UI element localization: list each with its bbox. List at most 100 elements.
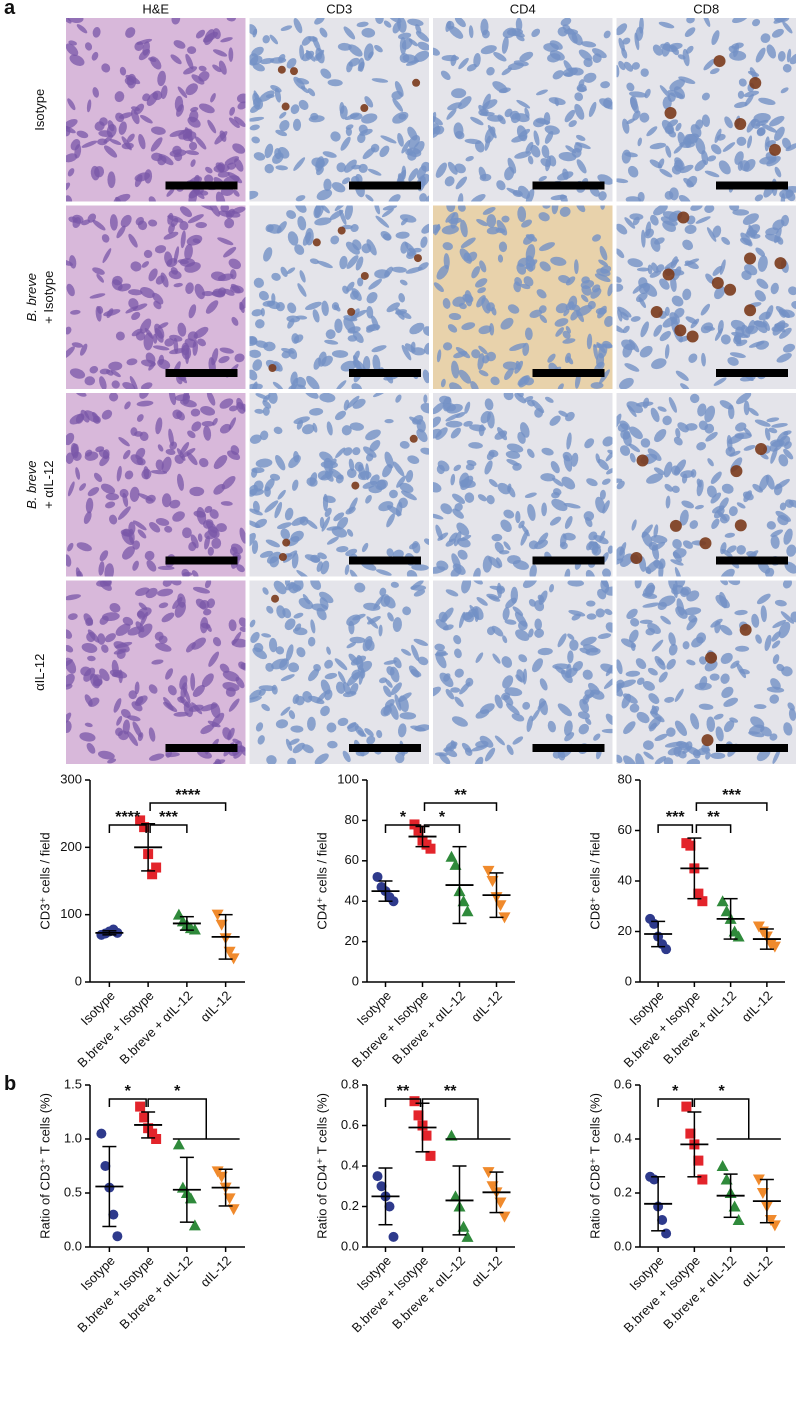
nucleus	[106, 369, 114, 376]
nucleus	[620, 429, 631, 440]
nucleus	[165, 448, 176, 455]
nucleus	[398, 32, 412, 40]
data-point	[756, 1188, 769, 1199]
nucleus	[671, 164, 682, 175]
nucleus	[531, 708, 541, 722]
nucleus	[288, 455, 301, 469]
nucleus	[161, 612, 175, 623]
nucleus	[681, 500, 694, 509]
nucleus	[335, 474, 344, 484]
nucleus	[713, 377, 727, 386]
nucleus	[346, 281, 355, 292]
micrograph	[66, 18, 246, 202]
nucleus	[644, 88, 651, 99]
nucleus	[470, 381, 479, 389]
nucleus	[625, 670, 641, 677]
nucleus	[525, 259, 538, 269]
nucleus	[344, 564, 350, 576]
data-point	[421, 1130, 432, 1141]
nucleus	[250, 55, 263, 66]
y-tick-label: 0.8	[341, 1076, 359, 1091]
nucleus	[262, 394, 271, 403]
nucleus	[684, 27, 696, 38]
nucleus	[718, 497, 729, 510]
nucleus	[275, 646, 285, 655]
nucleus	[434, 223, 441, 236]
nucleus	[223, 246, 237, 258]
data-point	[215, 919, 228, 931]
nucleus	[184, 243, 193, 261]
nucleus	[755, 634, 762, 644]
nucleus	[288, 662, 300, 673]
nucleus	[496, 180, 506, 191]
nucleus	[698, 703, 714, 710]
nucleus	[420, 402, 429, 414]
nucleus	[239, 626, 246, 632]
nucleus	[423, 538, 429, 546]
nucleus	[279, 120, 290, 132]
data-point	[716, 895, 729, 907]
nucleus	[653, 524, 659, 538]
nucleus	[771, 28, 784, 38]
nucleus	[262, 587, 269, 595]
nucleus	[201, 673, 214, 688]
nucleus	[136, 400, 154, 407]
nucleus	[725, 446, 736, 457]
nucleus	[272, 381, 284, 389]
nucleus	[357, 61, 365, 72]
nucleus	[466, 251, 478, 262]
nucleus	[682, 641, 690, 650]
nucleus	[548, 155, 557, 167]
stained-cell	[351, 481, 360, 490]
nucleus	[672, 266, 682, 281]
nucleus	[654, 756, 667, 764]
nucleus	[399, 53, 410, 63]
nucleus	[102, 248, 112, 264]
data-point	[108, 1209, 119, 1220]
nucleus	[219, 663, 230, 673]
nucleus	[189, 141, 198, 151]
nucleus	[645, 560, 660, 574]
nucleus	[92, 87, 99, 98]
nucleus	[486, 351, 497, 362]
data-point	[211, 909, 224, 921]
nucleus	[652, 44, 663, 56]
nucleus	[598, 191, 607, 201]
nucleus	[330, 235, 340, 245]
nucleus	[721, 483, 734, 494]
micrograph-content	[249, 18, 429, 202]
nucleus	[232, 738, 240, 744]
nucleus	[109, 138, 122, 146]
nucleus	[392, 111, 409, 124]
nucleus	[647, 667, 658, 676]
nucleus	[433, 125, 445, 135]
nucleus	[534, 628, 544, 638]
stained-cell	[744, 252, 757, 265]
nucleus	[784, 441, 792, 450]
nucleus	[314, 18, 325, 25]
nucleus	[445, 413, 461, 422]
nucleus	[97, 138, 108, 146]
nucleus	[516, 99, 531, 109]
nucleus	[122, 616, 134, 626]
nucleus	[541, 447, 554, 456]
nucleus	[195, 29, 206, 39]
nucleus	[576, 205, 586, 213]
nucleus	[231, 316, 239, 326]
nucleus	[308, 668, 320, 682]
nucleus	[375, 569, 392, 576]
nucleus	[69, 54, 85, 66]
tissue-background	[66, 580, 246, 764]
nucleus	[563, 72, 574, 78]
nucleus	[476, 218, 488, 227]
nucleus	[334, 205, 347, 212]
stained-cell	[282, 538, 291, 547]
nucleus	[596, 268, 611, 277]
micrograph-content	[616, 580, 796, 764]
significance-bracket	[423, 824, 461, 833]
nucleus	[461, 580, 472, 594]
nucleus	[636, 267, 650, 272]
micrograph-content	[616, 18, 796, 202]
nucleus	[779, 502, 787, 511]
nucleus	[182, 393, 190, 402]
